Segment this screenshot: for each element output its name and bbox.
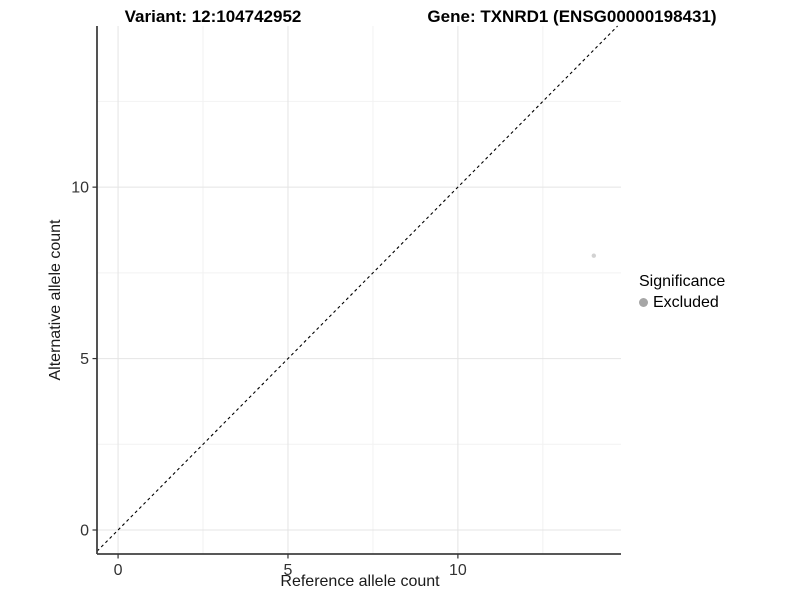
x-tick-label: 5 — [284, 562, 293, 579]
scatter-point — [591, 253, 597, 258]
tick-labels: 0 5 10 0 5 10 — [71, 180, 467, 579]
legend-item-label: Excluded — [653, 294, 719, 311]
variant-title: Variant: 12:104742952 — [124, 7, 302, 26]
y-tick-label: 5 — [80, 351, 89, 368]
legend-item-excluded: Excluded — [639, 293, 725, 312]
major-gridlines — [97, 26, 621, 554]
tick-marks — [92, 186, 459, 559]
identity-line — [96, 25, 618, 552]
y-tick-label: 0 — [80, 523, 89, 540]
legend-point-icon — [639, 298, 648, 307]
legend-title: Significance — [639, 273, 726, 290]
y-tick-label: 10 — [71, 180, 89, 197]
x-tick-label: 0 — [114, 562, 123, 579]
gene-title: Gene: TXNRD1 (ENSG00000198431) — [427, 7, 717, 26]
minor-gridlines — [97, 26, 621, 554]
data-points — [591, 253, 597, 258]
y-axis-title: Alternative allele count — [47, 219, 64, 381]
x-axis-title: Reference allele count — [280, 573, 440, 590]
x-tick-label: 10 — [449, 562, 467, 579]
axis-lines — [96, 26, 621, 555]
identity-dashed-line — [96, 25, 618, 552]
legend: Significance Excluded — [639, 272, 725, 312]
